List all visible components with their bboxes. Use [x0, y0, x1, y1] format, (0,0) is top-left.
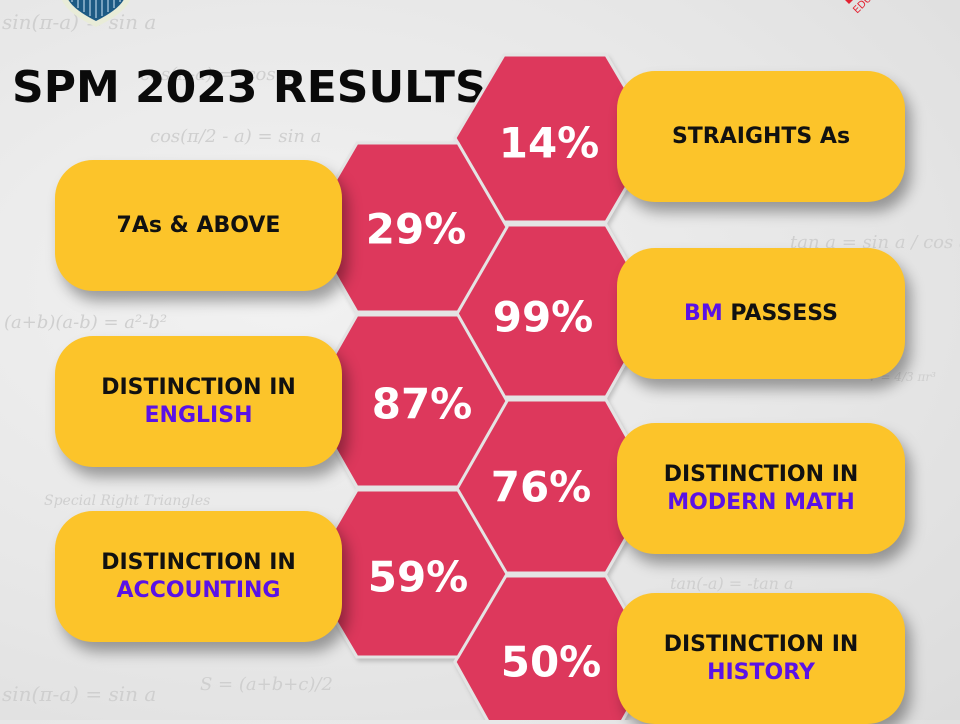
result-card-straight-as: STRAIGHTS As — [617, 71, 905, 202]
edu-brand-logo: EDU — [845, 0, 874, 16]
percent-bm-passes: 99% — [492, 292, 594, 342]
hexagon-87 — [306, 313, 509, 489]
bg-formula: tan a = sin a / cos a — [790, 232, 960, 253]
card-label: DISTINCTION IN — [101, 374, 296, 400]
bg-formula: S = (a+b+c)/2 — [200, 674, 333, 695]
page-title: SPM 2023 RESULTS — [12, 62, 487, 113]
bg-formula: Special Right Triangles — [44, 493, 211, 509]
percent-english: 87% — [371, 379, 473, 429]
card-label: DISTINCTION IN — [663, 631, 859, 657]
card-label: STRAIGHTS As — [671, 123, 851, 149]
bg-formula: (a+b)(a-b) = a²-b² — [4, 312, 168, 333]
bg-formula: cos(π-a) = -cos a — [140, 64, 293, 85]
card-label: 7As & ABOVE — [116, 212, 281, 238]
card-label-subject: MODERN MATH — [667, 489, 855, 515]
card-label-subject: ACCOUNTING — [116, 577, 281, 603]
card-label-subject: HISTORY — [707, 659, 815, 685]
card-label-subject: ENGLISH — [144, 402, 253, 428]
card-label: DISTINCTION IN — [663, 461, 859, 487]
percent-history: 50% — [500, 637, 602, 687]
percent-straight-as: 14% — [498, 118, 600, 168]
percent-modern-math: 76% — [490, 462, 592, 512]
result-card-history: DISTINCTION IN HISTORY — [617, 593, 905, 724]
bg-formula: tan(-a) = -tan a — [670, 574, 794, 593]
school-crest-logo — [61, 0, 131, 27]
bg-formula: sin(π-a) = sin a — [2, 682, 157, 706]
result-card-bm-passes: BM PASSESS — [617, 248, 905, 379]
result-card-english: DISTINCTION IN ENGLISH — [55, 336, 342, 467]
result-card-accounting: DISTINCTION IN ACCOUNTING — [55, 511, 342, 642]
card-label: BM PASSESS — [684, 300, 838, 326]
percent-accounting: 59% — [367, 552, 469, 602]
result-card-modern-math: DISTINCTION IN MODERN MATH — [617, 423, 905, 554]
result-card-7as-above: 7As & ABOVE — [55, 160, 342, 291]
hexagon-29 — [306, 141, 509, 314]
hexagon-59 — [306, 488, 509, 659]
card-label-accent: BM — [684, 300, 723, 326]
card-label: DISTINCTION IN — [101, 549, 296, 575]
bg-formula: cos(π/2 - a) = sin a — [150, 126, 322, 147]
percent-7as-above: 29% — [365, 204, 467, 254]
